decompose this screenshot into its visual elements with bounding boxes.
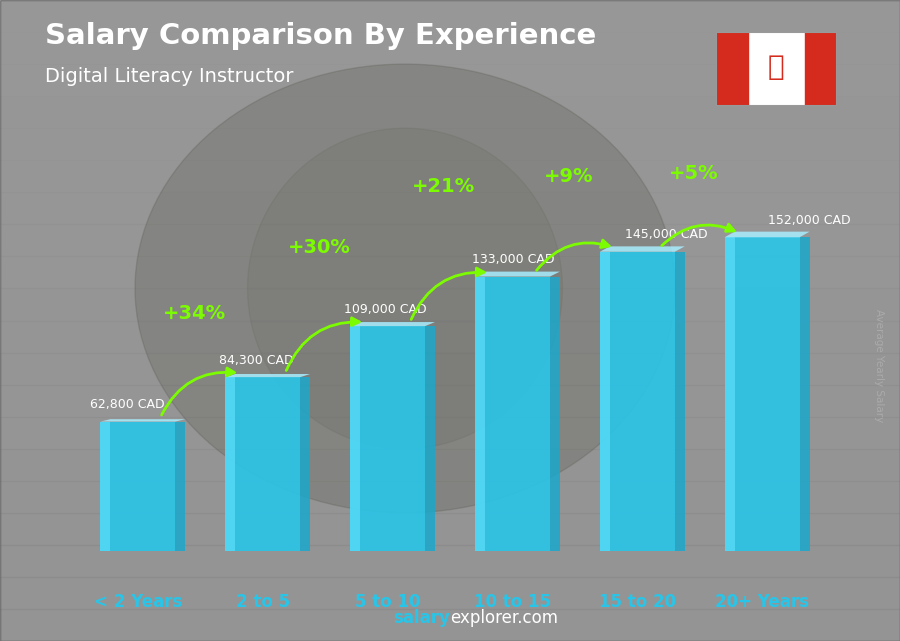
Bar xyxy=(0,513,900,545)
Bar xyxy=(0,609,900,641)
Bar xyxy=(0,96,900,128)
Text: 84,300 CAD: 84,300 CAD xyxy=(219,354,293,367)
Polygon shape xyxy=(475,272,560,276)
Text: salary: salary xyxy=(393,609,450,627)
Polygon shape xyxy=(350,322,435,326)
Bar xyxy=(599,252,675,551)
Bar xyxy=(0,417,900,449)
Bar xyxy=(0,0,900,32)
Text: Average Yearly Salary: Average Yearly Salary xyxy=(874,309,884,422)
Bar xyxy=(350,326,360,551)
Bar xyxy=(0,385,900,417)
Bar xyxy=(724,237,799,551)
FancyArrowPatch shape xyxy=(286,318,359,370)
Text: Digital Literacy Instructor: Digital Literacy Instructor xyxy=(45,67,293,87)
Bar xyxy=(0,32,900,64)
Text: +30%: +30% xyxy=(287,238,350,257)
Bar xyxy=(0,224,900,256)
Text: 109,000 CAD: 109,000 CAD xyxy=(344,303,427,316)
FancyArrowPatch shape xyxy=(162,368,234,415)
Bar xyxy=(225,377,235,551)
Bar xyxy=(0,353,900,385)
Bar xyxy=(350,326,425,551)
Bar xyxy=(0,256,900,288)
Bar xyxy=(599,252,610,551)
Bar xyxy=(0,288,900,320)
Polygon shape xyxy=(425,326,435,551)
Bar xyxy=(0,320,900,353)
Polygon shape xyxy=(599,246,685,252)
Text: 20+ Years: 20+ Years xyxy=(716,592,809,611)
FancyArrowPatch shape xyxy=(662,224,734,246)
Text: +9%: +9% xyxy=(544,167,593,186)
Ellipse shape xyxy=(135,64,675,513)
Bar xyxy=(0,481,900,513)
Bar xyxy=(475,276,550,551)
Bar xyxy=(101,422,111,551)
Bar xyxy=(0,128,900,160)
Polygon shape xyxy=(225,374,310,377)
Text: 5 to 10: 5 to 10 xyxy=(355,592,420,611)
Bar xyxy=(0,545,900,577)
Polygon shape xyxy=(101,419,185,422)
Polygon shape xyxy=(799,237,809,551)
Bar xyxy=(101,422,176,551)
Text: 133,000 CAD: 133,000 CAD xyxy=(472,253,555,266)
Text: < 2 Years: < 2 Years xyxy=(94,592,182,611)
FancyArrowPatch shape xyxy=(536,240,609,271)
Polygon shape xyxy=(675,252,685,551)
Bar xyxy=(0,64,900,96)
Polygon shape xyxy=(724,231,809,237)
Bar xyxy=(0,192,900,224)
Bar xyxy=(724,237,734,551)
Bar xyxy=(805,32,837,106)
Polygon shape xyxy=(176,422,185,551)
Bar xyxy=(0,449,900,481)
Text: +5%: +5% xyxy=(669,164,718,183)
Bar xyxy=(716,32,748,106)
Text: 145,000 CAD: 145,000 CAD xyxy=(625,228,707,242)
Bar xyxy=(475,276,485,551)
Text: 152,000 CAD: 152,000 CAD xyxy=(769,214,851,227)
Text: 🍁: 🍁 xyxy=(768,53,785,81)
Text: 15 to 20: 15 to 20 xyxy=(598,592,676,611)
Text: Salary Comparison By Experience: Salary Comparison By Experience xyxy=(45,22,596,51)
Bar xyxy=(0,577,900,609)
Polygon shape xyxy=(301,377,310,551)
Text: 62,800 CAD: 62,800 CAD xyxy=(91,398,165,412)
Polygon shape xyxy=(550,276,560,551)
Text: 10 to 15: 10 to 15 xyxy=(474,592,551,611)
Text: explorer.com: explorer.com xyxy=(450,609,558,627)
FancyArrowPatch shape xyxy=(411,268,484,319)
Bar xyxy=(225,377,301,551)
Text: +34%: +34% xyxy=(163,304,226,322)
Bar xyxy=(0,160,900,192)
Text: 2 to 5: 2 to 5 xyxy=(236,592,290,611)
Text: +21%: +21% xyxy=(412,177,475,196)
Ellipse shape xyxy=(248,128,562,449)
